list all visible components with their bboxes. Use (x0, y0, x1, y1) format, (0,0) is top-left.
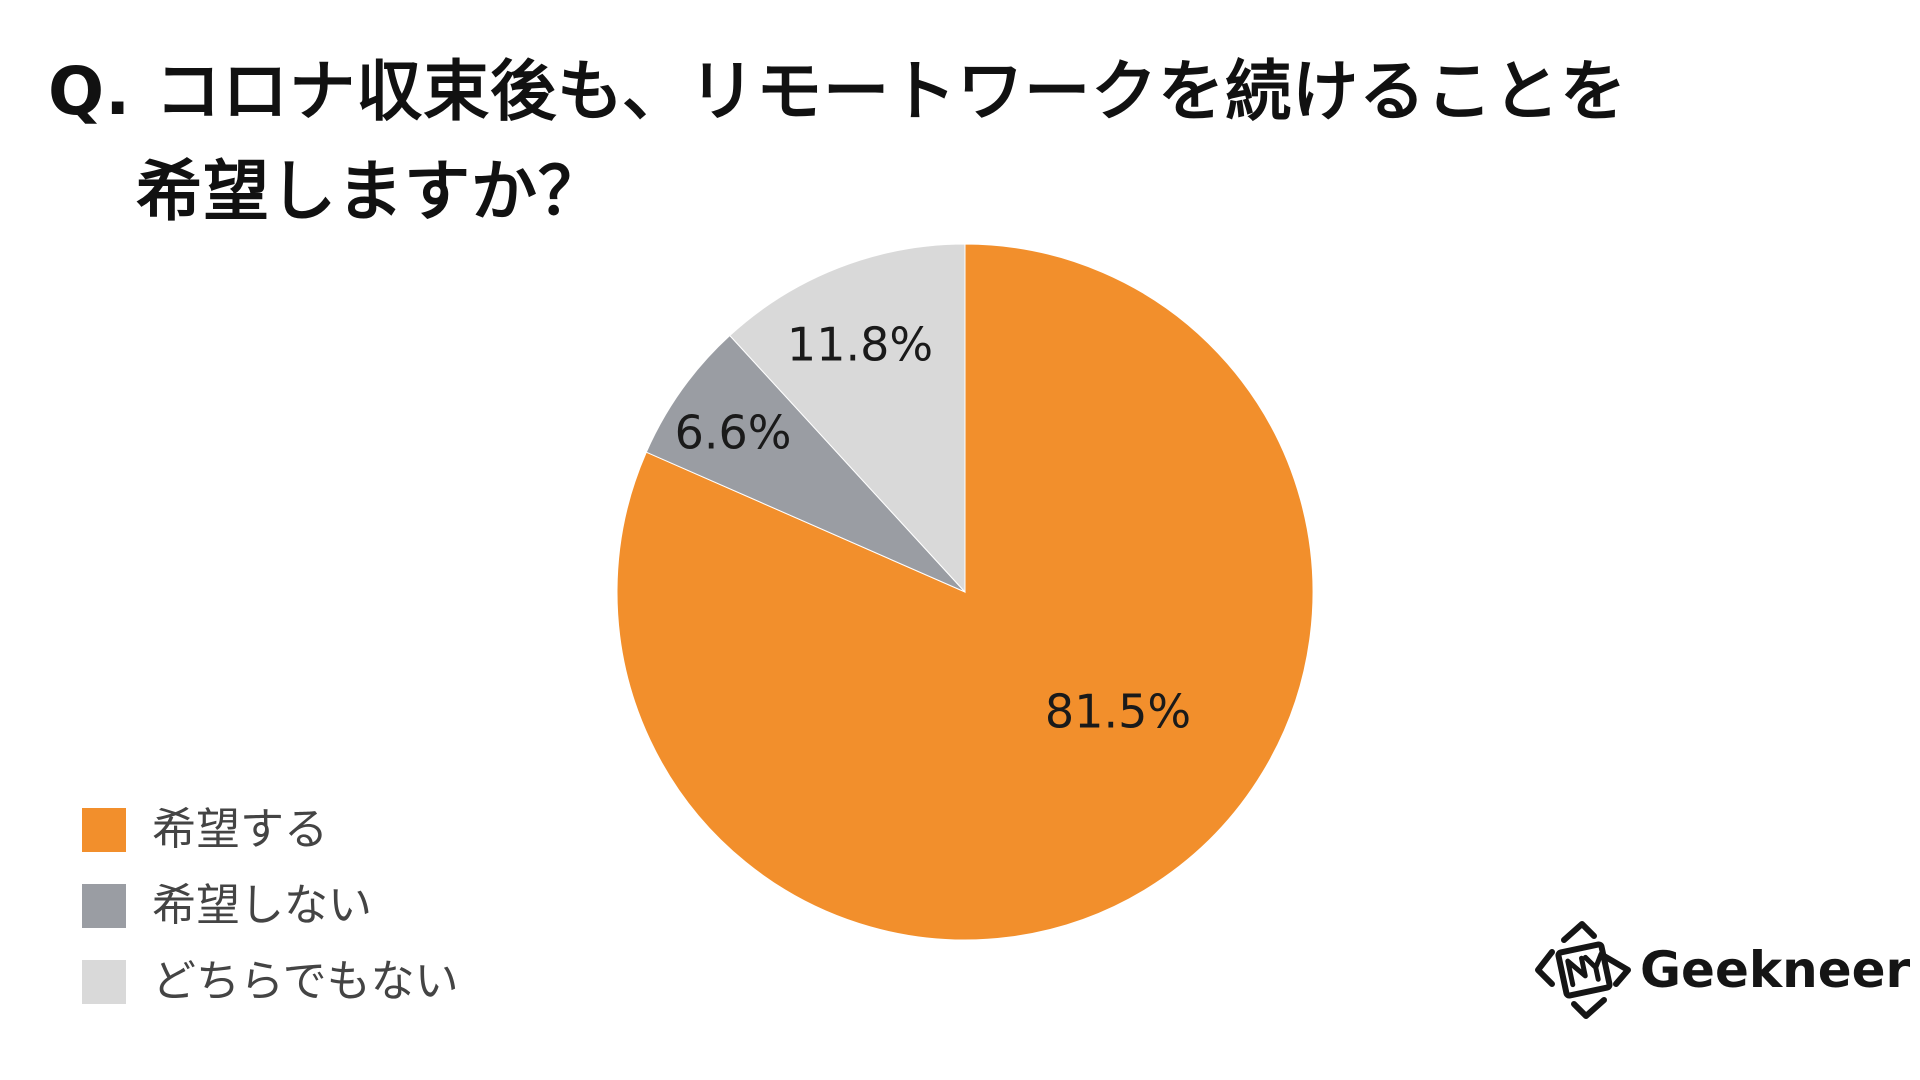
legend-item-not-want: 希望しない (82, 882, 459, 930)
legend-label-not-want: 希望しない (152, 880, 372, 931)
legend-label-neither: どちらでもない (152, 956, 459, 1007)
chart-title-line2: 希望しますか？ (136, 153, 605, 230)
pie-label-not-want: 6.6% (675, 406, 792, 460)
legend-item-neither: どちらでもない (82, 958, 459, 1006)
legend-swatch-neither (82, 960, 126, 1004)
brand-mark: Geekneer (1534, 918, 1910, 1022)
legend-item-want: 希望する (82, 806, 459, 854)
geekneer-logo-icon (1535, 921, 1631, 1019)
pie-label-want: 81.5% (1045, 685, 1191, 739)
chart-title-line1: Q. コロナ収束後も、リモートワークを続けることを (48, 53, 1628, 130)
pie-slice-not-want (645, 334, 966, 593)
brand-name: Geekneer (1640, 941, 1911, 999)
pie-label-neither: 11.8% (787, 318, 933, 372)
legend-swatch-want (82, 808, 126, 852)
chart-legend: 希望する 希望しない どちらでもない (82, 806, 459, 1034)
legend-label-want: 希望する (152, 804, 328, 855)
pie-slice-neither (729, 243, 966, 594)
chart-title: Q. コロナ収束後も、リモートワークを続けることを 希望しますか？ (48, 42, 1627, 242)
legend-swatch-not-want (82, 884, 126, 928)
